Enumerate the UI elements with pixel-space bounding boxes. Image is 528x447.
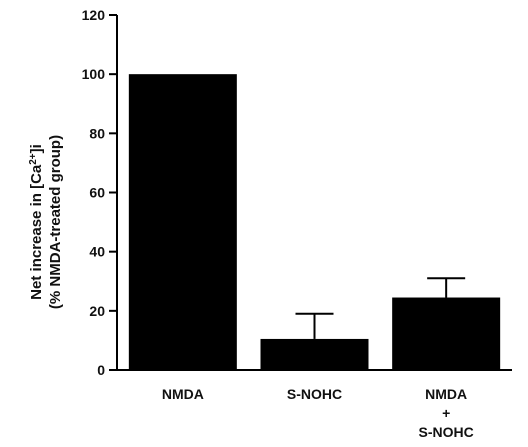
category-label-0-0: NMDA	[162, 386, 204, 402]
y-tick-label-120: 120	[82, 7, 106, 23]
y-tick-label-60: 60	[89, 185, 105, 201]
category-label-1-0: S-NOHC	[287, 386, 342, 402]
y-axis-title-line1-end: ]i	[28, 144, 45, 153]
category-labels: NMDA S-NOHC NMDA + S-NOHC	[162, 386, 474, 440]
y-tick-label-20: 20	[89, 303, 105, 319]
bar-1	[260, 338, 369, 370]
category-label-2-0: NMDA	[425, 386, 467, 402]
y-tick-label-40: 40	[89, 244, 105, 260]
y-tick-label-100: 100	[82, 66, 106, 82]
y-axis-title-line1-text: Net increase in [Ca	[28, 164, 45, 300]
bar-0	[128, 74, 237, 371]
bar-2	[392, 297, 501, 370]
y-ticks: 0 20 40 60 80 100 120	[82, 7, 117, 378]
y-axis-title-line2: (% NMDA-treated group)	[47, 135, 64, 309]
y-axis-title-line1: Net increase in [Ca2+]i	[28, 144, 46, 300]
y-tick-label-80: 80	[89, 125, 105, 141]
y-axis-title-superscript: 2+	[28, 153, 39, 165]
category-label-2-1: +	[442, 405, 450, 421]
bars	[128, 74, 501, 371]
y-tick-label-0: 0	[97, 362, 105, 378]
category-label-2-2: S-NOHC	[419, 424, 474, 440]
y-axis-title: Net increase in [Ca2+]i (% NMDA-treated …	[28, 135, 65, 309]
